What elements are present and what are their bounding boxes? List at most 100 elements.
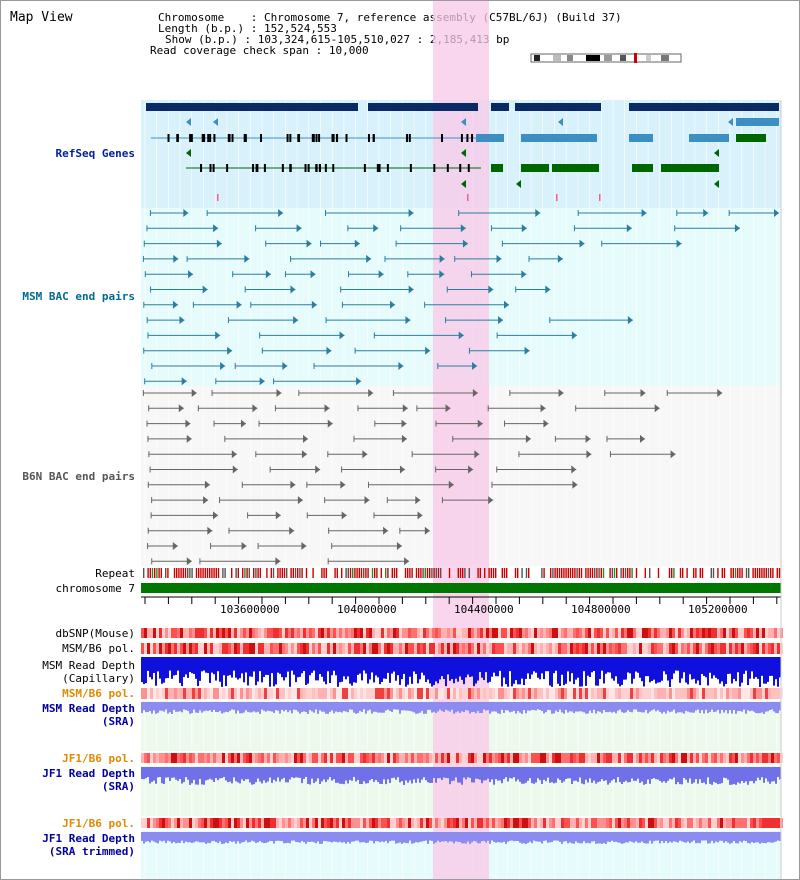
- track-label-b6n-bac[interactable]: B6N BAC end pairs: [22, 470, 135, 483]
- bac-end-arrow: [362, 450, 368, 459]
- read-depth-bar: [143, 767, 145, 780]
- heat-strip-cell: [603, 643, 606, 654]
- heat-strip-cell: [228, 753, 231, 763]
- heat-strip-cell: [555, 688, 558, 699]
- heat-strip-cell: [177, 628, 180, 638]
- read-depth-bar: [643, 767, 645, 785]
- read-depth-bar: [283, 702, 285, 712]
- read-depth-bar: [535, 767, 537, 783]
- read-depth-bar: [509, 832, 511, 841]
- read-depth-bar: [543, 832, 545, 841]
- read-depth-bar: [717, 657, 719, 680]
- track-label-jf1-b6-pol-2[interactable]: JF1/B6 pol.: [62, 817, 135, 830]
- track-label-msm-b6-pol-1[interactable]: MSM/B6 pol.: [62, 642, 135, 655]
- read-depth-bar: [155, 832, 157, 843]
- heat-strip-cell: [633, 818, 636, 828]
- read-depth-bar: [721, 767, 723, 784]
- read-depth-bar: [691, 702, 693, 713]
- heat-strip-cell: [645, 753, 648, 763]
- heat-strip-cell: [315, 818, 318, 828]
- read-depth-bar: [227, 702, 229, 713]
- read-depth-bar: [451, 702, 453, 710]
- track-label-msm-bac[interactable]: MSM BAC end pairs: [22, 290, 135, 303]
- track-label-msm-read-depth-capillary[interactable]: MSM Read Depth (Capillary): [42, 659, 135, 685]
- gene-exon: [367, 134, 370, 142]
- bac-end-arrow: [498, 316, 504, 325]
- read-depth-bar: [225, 767, 227, 781]
- read-depth-bar: [149, 657, 151, 678]
- bac-end-arrow: [417, 511, 423, 520]
- heat-strip-cell: [435, 818, 438, 828]
- read-depth-bar: [507, 702, 509, 711]
- read-depth-bar: [593, 832, 595, 842]
- heat-strip-cell: [732, 688, 735, 699]
- read-depth-bar: [337, 657, 339, 687]
- read-depth-bar: [235, 832, 237, 844]
- track-label-msm-b6-pol-2[interactable]: MSM/B6 pol.: [62, 687, 135, 700]
- repeat-mark: [629, 568, 631, 578]
- heat-strip-cell: [252, 628, 255, 638]
- heat-strip-cell: [408, 818, 411, 828]
- repeat-mark: [187, 568, 189, 578]
- read-depth-bar: [579, 702, 581, 712]
- heat-strip-cell: [627, 688, 630, 699]
- heat-strip-cell: [687, 628, 690, 638]
- read-depth-bar: [687, 832, 689, 842]
- repeat-mark: [631, 568, 633, 578]
- read-depth-bar: [699, 832, 701, 844]
- heat-strip-cell: [489, 628, 492, 638]
- read-depth-bar: [727, 832, 729, 843]
- heat-strip-cell: [552, 688, 555, 699]
- bac-end-arrow: [315, 465, 321, 474]
- track-label-jf1-b6-pol-1[interactable]: JF1/B6 pol.: [62, 752, 135, 765]
- read-depth-bar: [447, 657, 449, 675]
- heat-strip-cell: [750, 688, 753, 699]
- read-depth-bar: [707, 657, 709, 686]
- heat-strip-cell: [639, 818, 642, 828]
- heat-strip-cell: [336, 753, 339, 763]
- heat-strip-cell: [711, 753, 714, 763]
- read-depth-bar: [601, 767, 603, 780]
- read-depth-bar: [733, 702, 735, 710]
- bac-end-arrow: [303, 434, 309, 443]
- read-depth-bar: [295, 702, 297, 710]
- heat-strip-cell: [663, 643, 666, 654]
- read-depth-bar: [779, 702, 781, 711]
- read-depth-bar: [227, 767, 229, 783]
- track-label-dbsnp[interactable]: dbSNP(Mouse): [55, 627, 135, 640]
- heat-strip-cell: [471, 688, 474, 699]
- read-depth-bar: [275, 702, 277, 711]
- read-depth-bar: [757, 657, 759, 679]
- track-label-msm-read-depth-sra[interactable]: MSM Read Depth (SRA): [42, 702, 135, 728]
- read-depth-bar: [603, 832, 605, 844]
- read-depth-bar: [581, 832, 583, 844]
- read-depth-bar: [291, 657, 293, 671]
- read-depth-bar: [437, 832, 439, 841]
- track-label-chromosome[interactable]: chromosome 7: [55, 582, 135, 595]
- heat-strip-cell: [333, 818, 336, 828]
- read-depth-bar: [629, 767, 631, 783]
- repeat-mark: [609, 568, 611, 578]
- read-depth-bar: [147, 657, 149, 671]
- heat-strip-cell: [507, 818, 510, 828]
- read-depth-bar: [305, 767, 307, 777]
- read-depth-bar: [149, 767, 151, 784]
- heat-strip-cell: [444, 628, 447, 638]
- track-label-repeat[interactable]: Repeat: [95, 567, 135, 580]
- read-depth-bar: [189, 657, 191, 672]
- read-depth-bar: [365, 767, 367, 784]
- track-label-jf1-read-depth-trimmed[interactable]: JF1 Read Depth (SRA trimmed): [42, 832, 135, 858]
- repeat-mark: [585, 568, 587, 578]
- read-depth-bar: [403, 832, 405, 843]
- read-depth-bar: [335, 657, 337, 676]
- track-label-refseq[interactable]: RefSeq Genes: [55, 147, 135, 160]
- heat-strip-cell: [525, 818, 528, 828]
- heat-strip-cell: [294, 643, 297, 654]
- read-depth-bar: [331, 767, 333, 781]
- bac-end-arrow: [301, 450, 307, 459]
- read-depth-bar: [491, 832, 493, 841]
- read-depth-bar: [739, 657, 741, 687]
- read-depth-bar: [255, 702, 257, 713]
- track-label-jf1-read-depth-sra[interactable]: JF1 Read Depth (SRA): [42, 767, 135, 793]
